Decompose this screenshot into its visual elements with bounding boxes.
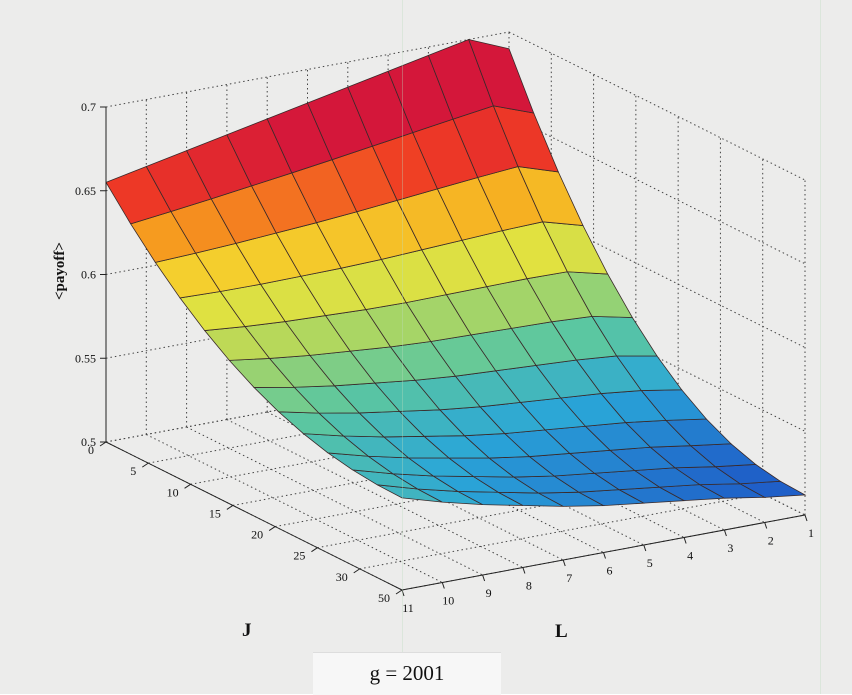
z-tick-label: 0.65 <box>75 184 96 198</box>
caption: g = 2001 <box>369 661 445 685</box>
y-tick-label: 20 <box>251 528 263 542</box>
x-tick-label: 6 <box>607 564 613 578</box>
surface-patch <box>468 38 535 114</box>
y-tick <box>268 526 276 531</box>
x-tick <box>482 574 486 582</box>
x-tick-label: 5 <box>647 556 653 570</box>
y-tick <box>311 547 318 553</box>
floor-grid-line <box>275 451 679 528</box>
back-wall-grid-line <box>105 282 510 359</box>
y-tick-label: 0 <box>88 443 94 457</box>
x-tick-label: 2 <box>768 534 774 548</box>
floor-grid-line <box>186 426 483 576</box>
caption-box: g = 2001 <box>313 652 501 695</box>
floor-grid-line <box>226 419 524 568</box>
y-tick-label: 30 <box>336 570 348 584</box>
z-tick-label: 0.6 <box>81 268 96 282</box>
x-tick-label: 7 <box>566 571 572 585</box>
y-tick <box>99 441 107 447</box>
floor-grid-line <box>359 493 763 570</box>
scan-line <box>820 0 821 694</box>
back-wall-grid-line <box>105 31 510 108</box>
x-tick <box>723 529 727 537</box>
x-tick-label: 4 <box>687 549 693 563</box>
x-tick <box>764 522 768 529</box>
x-tick <box>401 589 405 597</box>
floor-grid-line <box>146 434 443 583</box>
y-tick <box>226 505 234 510</box>
x-tick-label: 8 <box>526 579 532 593</box>
tick-labels: 0.5 0.55 0.6 0.65 0.7 0 5 10 15 20 25 30 50 1 2 3 4 5 6 7 8 9… <box>75 100 814 615</box>
z-tick-label: 0.5 <box>81 435 96 449</box>
z-tick-label: 0.7 <box>81 100 96 114</box>
x-tick-label: 3 <box>727 541 733 555</box>
x-tick <box>522 567 526 574</box>
z-axis-label: <payoff> <box>52 242 68 300</box>
y-tick <box>184 483 191 489</box>
x-tick-label: 11 <box>402 601 414 615</box>
y-axis-label: J <box>242 620 252 641</box>
y-axis-line <box>105 441 403 591</box>
x-tick <box>804 514 808 522</box>
scan-line <box>402 0 403 694</box>
y-tick-label: 25 <box>293 549 305 563</box>
floor-grid-line <box>232 429 636 506</box>
y-tick <box>395 589 403 595</box>
x-tick <box>562 559 566 567</box>
side-wall-grid-line <box>508 31 806 181</box>
x-tick <box>683 537 687 544</box>
x-axis-label: L <box>555 621 568 642</box>
x-tick <box>603 552 606 559</box>
x-tick-label: 1 <box>808 526 814 540</box>
y-tick-label: 15 <box>209 506 221 520</box>
back-wall-grid-line <box>105 366 510 443</box>
x-tick-label: 9 <box>486 586 492 600</box>
y-tick-label: 5 <box>130 464 136 478</box>
side-wall-grid-line <box>508 115 806 265</box>
y-tick-label: 10 <box>167 485 179 499</box>
y-tick-label: 50 <box>378 591 390 605</box>
floor-grid-line <box>190 408 594 485</box>
z-tick-label: 0.55 <box>75 351 96 365</box>
x-tick <box>441 582 445 589</box>
surface <box>105 38 807 507</box>
floor-grid-line <box>148 387 552 464</box>
y-tick <box>353 568 360 574</box>
x-tick-label: 10 <box>442 594 454 608</box>
floor-grid-line <box>317 472 721 549</box>
y-tick <box>142 462 149 468</box>
x-tick <box>643 544 647 552</box>
